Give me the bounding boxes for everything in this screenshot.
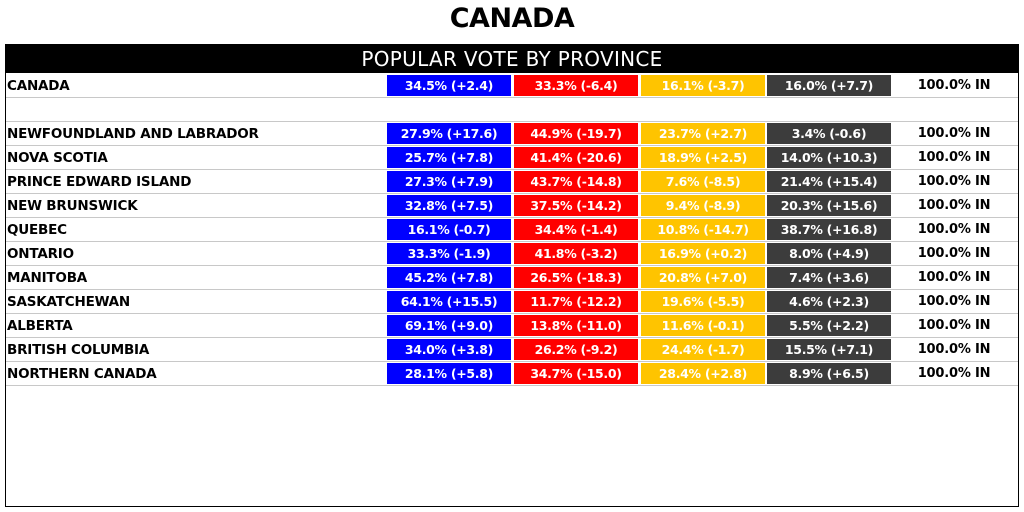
party1-cell: 69.1% (+9.0): [387, 315, 511, 336]
province-row[interactable]: NEWFOUNDLAND AND LABRADOR 27.9% (+17.6) 44…: [6, 122, 1018, 146]
reporting-status: 100.0% IN: [917, 150, 991, 165]
party4-cell: 3.4% (-0.6): [767, 123, 891, 144]
party4-cell: 16.0% (+7.7): [767, 75, 891, 96]
party1-cell: 34.0% (+3.8): [387, 339, 511, 360]
province-name: ONTARIO: [7, 246, 74, 262]
party2-cell: 26.2% (-9.2): [514, 339, 638, 360]
party1-cell: 27.3% (+7.9): [387, 171, 511, 192]
party4-cell: 21.4% (+15.4): [767, 171, 891, 192]
party4-cell: 7.4% (+3.6): [767, 267, 891, 288]
party3-cell: 24.4% (-1.7): [641, 339, 765, 360]
national-row[interactable]: CANADA 34.5% (+2.4) 33.3% (-6.4) 16.1% (…: [6, 74, 1018, 98]
party1-cell: 32.8% (+7.5): [387, 195, 511, 216]
party1-cell: 25.7% (+7.8): [387, 147, 511, 168]
province-row[interactable]: NOVA SCOTIA 25.7% (+7.8) 41.4% (-20.6) 18.9…: [6, 146, 1018, 170]
province-name: NEW BRUNSWICK: [7, 198, 138, 214]
party1-cell: 64.1% (+15.5): [387, 291, 511, 312]
party2-cell: 41.4% (-20.6): [514, 147, 638, 168]
party3-cell: 10.8% (-14.7): [641, 219, 765, 240]
province-name: NOVA SCOTIA: [7, 150, 108, 166]
party4-cell: 15.5% (+7.1): [767, 339, 891, 360]
province-name: PRINCE EDWARD ISLAND: [7, 174, 192, 190]
party1-cell: 16.1% (-0.7): [387, 219, 511, 240]
reporting-status: 100.0% IN: [917, 126, 991, 141]
province-row[interactable]: BRITISH COLUMBIA 34.0% (+3.8) 26.2% (-9.2)…: [6, 338, 1018, 362]
party3-cell: 23.7% (+2.7): [641, 123, 765, 144]
reporting-status: 100.0% IN: [917, 342, 991, 357]
party2-cell: 33.3% (-6.4): [514, 75, 638, 96]
party2-cell: 34.4% (-1.4): [514, 219, 638, 240]
reporting-status: 100.0% IN: [917, 318, 991, 333]
page-title: CANADA: [449, 3, 575, 34]
party2-cell: 26.5% (-18.3): [514, 267, 638, 288]
province-row[interactable]: QUEBEC 16.1% (-0.7) 34.4% (-1.4) 10.8% (-14…: [6, 218, 1018, 242]
party3-cell: 20.8% (+7.0): [641, 267, 765, 288]
party2-cell: 43.7% (-14.8): [514, 171, 638, 192]
results-panel: POPULAR VOTE BY PROVINCE CANADA 34.5% (+…: [5, 44, 1019, 507]
party4-cell: 8.0% (+4.9): [767, 243, 891, 264]
province-name: BRITISH COLUMBIA: [7, 342, 150, 358]
party3-cell: 28.4% (+2.8): [641, 363, 765, 384]
province-row[interactable]: ALBERTA 69.1% (+9.0) 13.8% (-11.0) 11.6% (-…: [6, 314, 1018, 338]
province-row[interactable]: SASKATCHEWAN 64.1% (+15.5) 11.7% (-12.2) 19…: [6, 290, 1018, 314]
party1-cell: 27.9% (+17.6): [387, 123, 511, 144]
party4-cell: 4.6% (+2.3): [767, 291, 891, 312]
party1-cell: 45.2% (+7.8): [387, 267, 511, 288]
party4-cell: 20.3% (+15.6): [767, 195, 891, 216]
province-name: SASKATCHEWAN: [7, 294, 131, 310]
reporting-status: 100.0% IN: [917, 174, 991, 189]
party3-cell: 16.9% (+0.2): [641, 243, 765, 264]
row-label: CANADA: [7, 78, 70, 94]
province-name: NORTHERN CANADA: [7, 366, 157, 382]
party2-cell: 11.7% (-12.2): [514, 291, 638, 312]
province-row[interactable]: NORTHERN CANADA 28.1% (+5.8) 34.7% (-15.0)…: [6, 362, 1018, 386]
party3-cell: 11.6% (-0.1): [641, 315, 765, 336]
province-name: MANITOBA: [7, 270, 88, 286]
party4-cell: 38.7% (+16.8): [767, 219, 891, 240]
party2-cell: 44.9% (-19.7): [514, 123, 638, 144]
reporting-status: 100.0% IN: [917, 294, 991, 309]
spacer-row: [6, 98, 1018, 122]
province-row[interactable]: PRINCE EDWARD ISLAND 27.3% (+7.9) 43.7% (-…: [6, 170, 1018, 194]
party2-cell: 41.8% (-3.2): [514, 243, 638, 264]
province-name: ALBERTA: [7, 318, 73, 334]
province-row[interactable]: MANITOBA 45.2% (+7.8) 26.5% (-18.3) 20.8% (…: [6, 266, 1018, 290]
party3-cell: 9.4% (-8.9): [641, 195, 765, 216]
province-name: NEWFOUNDLAND AND LABRADOR: [7, 126, 259, 142]
party4-cell: 14.0% (+10.3): [767, 147, 891, 168]
reporting-status: 100.0% IN: [917, 78, 991, 93]
reporting-status: 100.0% IN: [917, 270, 991, 285]
province-row[interactable]: NEW BRUNSWICK 32.8% (+7.5) 37.5% (-14.2) 9.…: [6, 194, 1018, 218]
party3-cell: 16.1% (-3.7): [641, 75, 765, 96]
party4-cell: 5.5% (+2.2): [767, 315, 891, 336]
reporting-status: 100.0% IN: [917, 366, 991, 381]
party2-cell: 34.7% (-15.0): [514, 363, 638, 384]
province-row[interactable]: ONTARIO 33.3% (-1.9) 41.8% (-3.2) 16.9% (+0…: [6, 242, 1018, 266]
reporting-status: 100.0% IN: [917, 246, 991, 261]
reporting-status: 100.0% IN: [917, 198, 991, 213]
province-name: QUEBEC: [7, 222, 67, 238]
party3-cell: 18.9% (+2.5): [641, 147, 765, 168]
party1-cell: 28.1% (+5.8): [387, 363, 511, 384]
party2-cell: 13.8% (-11.0): [514, 315, 638, 336]
party1-cell: 33.3% (-1.9): [387, 243, 511, 264]
panel-title: POPULAR VOTE BY PROVINCE: [6, 45, 1018, 73]
party2-cell: 37.5% (-14.2): [514, 195, 638, 216]
party3-cell: 19.6% (-5.5): [641, 291, 765, 312]
party1-cell: 34.5% (+2.4): [387, 75, 511, 96]
party3-cell: 7.6% (-8.5): [641, 171, 765, 192]
reporting-status: 100.0% IN: [917, 222, 991, 237]
party4-cell: 8.9% (+6.5): [767, 363, 891, 384]
